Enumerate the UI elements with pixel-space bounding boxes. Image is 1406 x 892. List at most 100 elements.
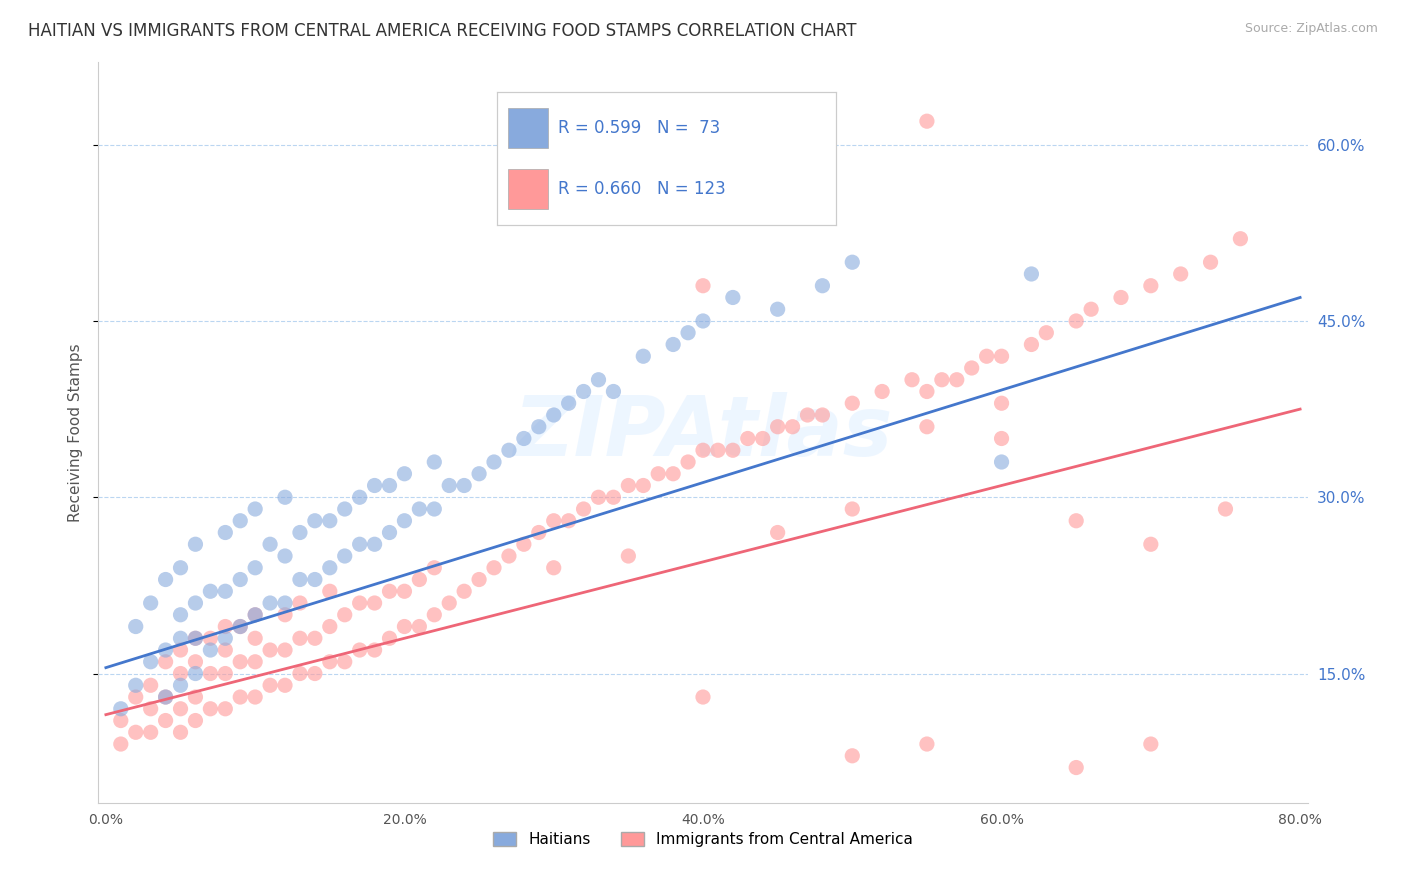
Point [692,278,714,293]
Point [960,361,983,376]
Point [259,596,281,610]
Point [721,443,744,458]
Point [408,573,430,587]
Point [333,549,356,563]
Point [229,619,252,633]
Point [200,643,222,657]
Point [557,396,579,410]
Point [155,690,177,704]
Point [214,632,236,646]
Point [482,561,505,575]
Point [721,290,744,304]
Point [319,514,342,528]
Point [304,573,326,587]
Point [259,537,281,551]
Point [453,478,475,492]
Point [274,678,297,692]
Point [766,208,789,222]
Point [796,408,818,422]
Point [288,666,311,681]
Point [155,643,177,657]
Point [588,373,610,387]
Point [378,478,401,492]
Point [363,537,385,551]
Point [423,502,446,516]
Point [200,702,222,716]
Point [513,537,536,551]
Point [543,408,565,422]
Point [274,596,297,610]
Point [766,525,789,540]
Point [319,655,342,669]
Point [1080,302,1102,317]
Point [1109,290,1132,304]
Point [184,632,207,646]
Point [378,525,401,540]
Point [139,702,162,716]
Point [214,702,236,716]
Y-axis label: Receiving Food Stamps: Receiving Food Stamps [67,343,83,522]
Point [169,725,191,739]
Point [408,619,430,633]
Point [513,432,536,446]
Point [243,655,266,669]
Point [915,737,938,751]
Point [1064,514,1087,528]
Point [243,561,266,575]
Point [782,419,804,434]
Point [1035,326,1057,340]
Point [692,690,714,704]
Point [676,455,699,469]
Point [527,525,550,540]
Point [1215,502,1237,516]
Point [110,714,132,728]
Point [110,737,132,751]
Point [990,349,1012,363]
Point [453,584,475,599]
Point [811,278,834,293]
Point [214,666,236,681]
Point [572,384,595,399]
Point [319,584,342,599]
Point [243,690,266,704]
Point [439,478,461,492]
Point [125,619,148,633]
Point [602,384,624,399]
Point [169,607,191,622]
Point [304,666,326,681]
Point [527,419,550,434]
Point [169,702,191,716]
Point [602,490,624,504]
Point [139,678,162,692]
Point [184,690,207,704]
Point [1064,314,1087,328]
Point [945,373,967,387]
Point [482,455,505,469]
Point [184,537,207,551]
Point [139,596,162,610]
Point [931,373,953,387]
Point [155,690,177,704]
Point [1140,537,1163,551]
Point [378,584,401,599]
Point [1229,232,1251,246]
Point [333,607,356,622]
Point [363,596,385,610]
Point [915,114,938,128]
Point [394,584,416,599]
Point [378,632,401,646]
Point [200,632,222,646]
Point [229,573,252,587]
Point [394,514,416,528]
Point [155,714,177,728]
Point [633,478,655,492]
Point [184,596,207,610]
Point [243,632,266,646]
Point [901,373,924,387]
Point [214,525,236,540]
Point [349,596,371,610]
Point [557,514,579,528]
Point [169,561,191,575]
Point [841,748,863,763]
Point [349,537,371,551]
